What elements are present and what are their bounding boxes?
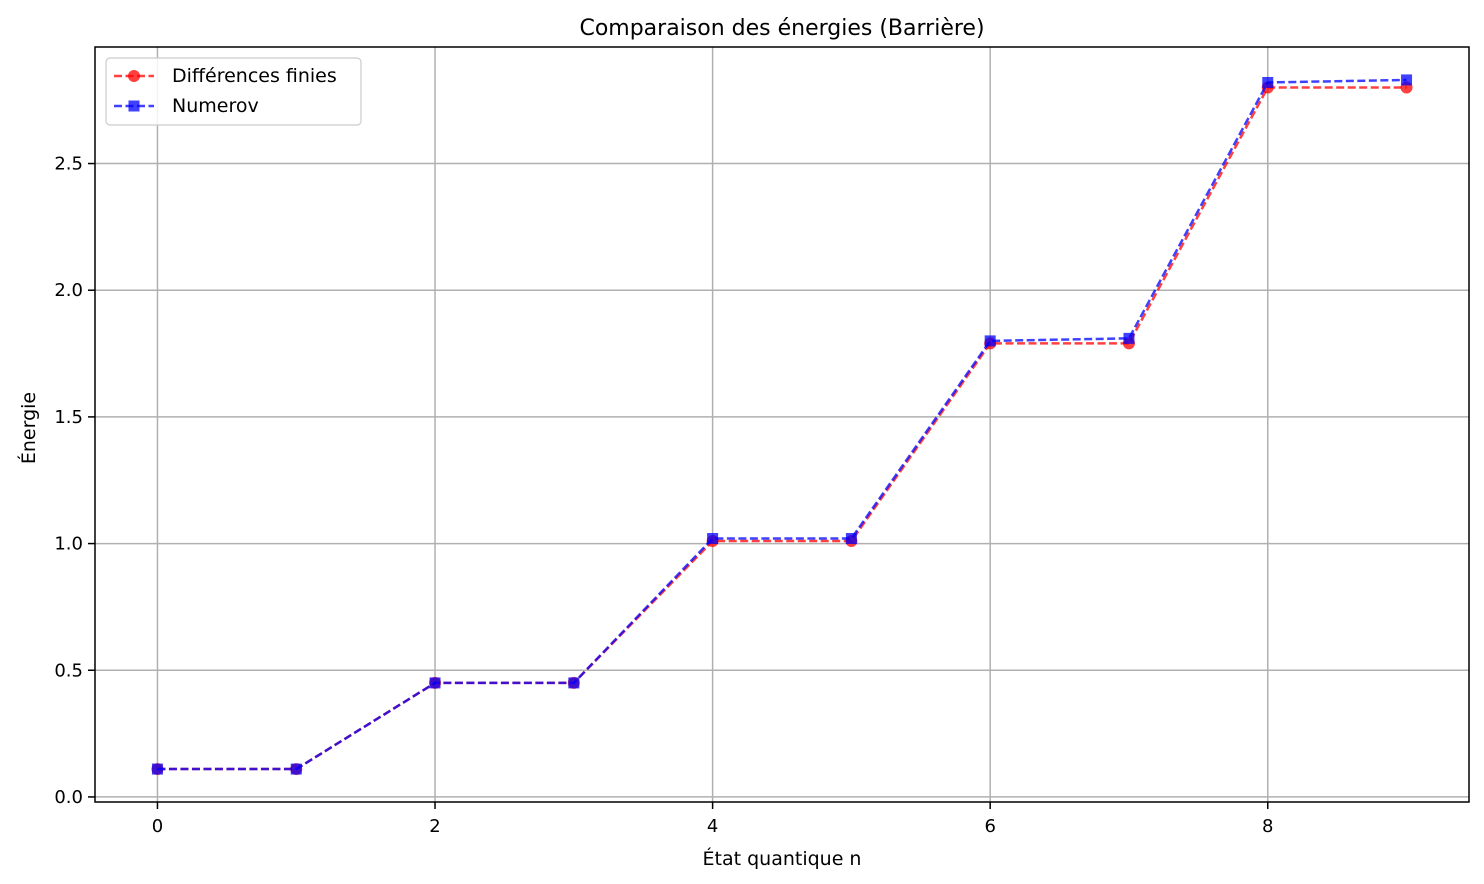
x-axis-label: État quantique n xyxy=(703,847,862,870)
grid xyxy=(95,47,1469,802)
data-point-numerov xyxy=(429,677,441,689)
series-differences-finies xyxy=(151,81,1413,776)
y-tick-label: 1.5 xyxy=(54,407,83,428)
data-point-numerov xyxy=(1401,74,1413,86)
series-line-numerov xyxy=(157,78,1407,771)
data-point-numerov xyxy=(1123,332,1135,344)
data-point-numerov xyxy=(568,677,580,689)
data-point-numerov xyxy=(1262,76,1274,88)
legend-marker-differences-finies xyxy=(128,70,140,82)
legend: Différences finies Numerov xyxy=(105,57,362,126)
y-tick-label: 1.0 xyxy=(54,534,83,555)
axis-ticks: 0 2 4 6 8 0.0 0.5 1.0 1.5 2.0 2.5 xyxy=(54,154,1273,837)
legend-box xyxy=(105,57,362,126)
legend-marker-numerov xyxy=(128,100,140,112)
y-tick-label: 0.0 xyxy=(54,787,83,808)
y-tick-label: 2.0 xyxy=(54,280,83,301)
data-point-numerov xyxy=(845,533,857,545)
y-tick-label: 2.5 xyxy=(54,154,83,175)
data-point-numerov xyxy=(707,533,719,545)
x-tick-label: 2 xyxy=(429,816,440,837)
x-tick-label: 4 xyxy=(707,816,718,837)
y-axis-label: Énergie xyxy=(17,392,40,464)
legend-label-numerov: Numerov xyxy=(172,95,259,117)
y-tick-label: 0.5 xyxy=(54,660,83,681)
x-tick-label: 0 xyxy=(152,816,163,837)
legend-label-differences-finies: Différences finies xyxy=(172,65,337,87)
x-tick-label: 6 xyxy=(984,816,995,837)
data-point-numerov xyxy=(984,335,996,347)
data-point-numerov xyxy=(151,763,163,775)
series-numerov xyxy=(151,74,1413,775)
plot-frame xyxy=(94,46,1470,803)
series-line-differences-finies xyxy=(157,86,1407,771)
x-tick-label: 8 xyxy=(1262,816,1273,837)
chart-title: Comparaison des énergies (Barrière) xyxy=(579,16,984,41)
data-point-numerov xyxy=(290,763,302,775)
series-layer xyxy=(151,74,1413,776)
